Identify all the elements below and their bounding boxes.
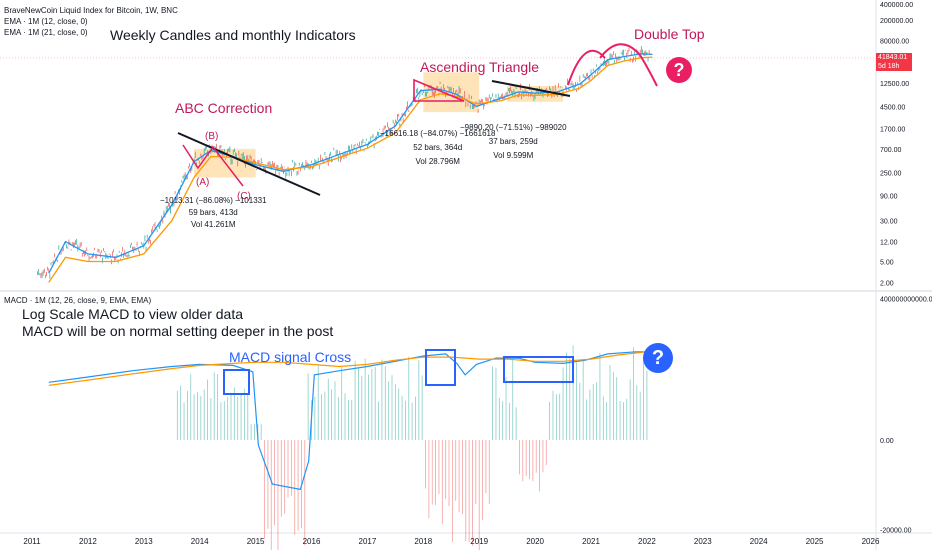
wave-b-label: (B) xyxy=(205,131,219,142)
chart-title: BraveNewCoin Liquid Index for Bitcoin, 1… xyxy=(4,6,178,15)
time-tick-label: 2018 xyxy=(414,537,432,546)
price-tick-label: 5.00 xyxy=(880,260,894,267)
price-tick-label: 12500.00 xyxy=(880,81,909,88)
price-tick-label: 80000.00 xyxy=(880,39,909,46)
signal-cross-box xyxy=(503,356,574,383)
time-tick-label: 2024 xyxy=(750,537,768,546)
price-tick-label: 250.00 xyxy=(880,170,902,177)
price-tick-label: 12.00 xyxy=(880,240,898,247)
resistance-trendline xyxy=(491,80,571,97)
wave-a-label: (A) xyxy=(196,177,210,188)
time-tick-label: 2013 xyxy=(135,537,153,546)
measure-2020: −9890.20 (−71.51%) −989020 37 bars, 259d… xyxy=(460,123,567,160)
macd-tick-label: 0.00 xyxy=(880,438,894,445)
double-top-label: Double Top xyxy=(634,26,705,42)
price-tick-label: 90.00 xyxy=(880,194,898,201)
log-macd-note: Log Scale MACD to view older data MACD w… xyxy=(22,306,334,339)
time-tick-label: 2019 xyxy=(470,537,488,546)
last-price-badge: 41843.01 5d 18h xyxy=(876,53,912,71)
double-top-arcs xyxy=(567,43,641,86)
price-tick-label: 2.00 xyxy=(880,280,894,287)
time-tick-label: 2014 xyxy=(191,537,209,546)
price-tick-label: 700.00 xyxy=(880,147,902,154)
time-tick-label: 2020 xyxy=(526,537,544,546)
question-icon-macd: ? xyxy=(643,343,673,373)
ascending-triangle-label: Ascending Triangle xyxy=(420,59,540,75)
weekly-note: Weekly Candles and monthly Indicators xyxy=(110,27,356,43)
ema12-line xyxy=(48,53,653,274)
abc-wave-path xyxy=(182,144,244,187)
time-tick-label: 2016 xyxy=(303,537,321,546)
signal-cross-box xyxy=(223,369,250,395)
time-tick-label: 2021 xyxy=(582,537,600,546)
macd-tick-label: 400000000000.00 xyxy=(880,296,932,303)
time-tick-label: 2026 xyxy=(862,537,880,546)
signal-line xyxy=(48,351,647,386)
macd-tick-label: -20000.00 xyxy=(880,527,912,534)
ema21-line xyxy=(48,56,653,283)
wave-c-label: (C) xyxy=(237,191,251,202)
measure-abc: −1013.31 (−86.08%) −101331 59 bars, 413d… xyxy=(160,196,267,229)
time-tick-label: 2012 xyxy=(79,537,97,546)
price-tick-label: 30.00 xyxy=(880,219,898,226)
ema12-legend: EMA · 1M (12, close, 0) xyxy=(4,17,88,26)
time-tick-label: 2023 xyxy=(694,537,712,546)
time-tick-label: 2011 xyxy=(23,537,41,546)
macd-cross-label: MACD signal Cross xyxy=(229,349,352,365)
ascending-triangle xyxy=(413,78,465,102)
price-tick-label: 1700.00 xyxy=(880,127,905,134)
time-tick-label: 2015 xyxy=(247,537,265,546)
abc-trendline xyxy=(177,132,321,196)
macd-line xyxy=(48,351,647,491)
time-tick-label: 2025 xyxy=(806,537,824,546)
abc-correction-label: ABC Correction xyxy=(175,100,273,116)
price-tick-label: 200000.00 xyxy=(880,18,913,25)
time-tick-label: 2022 xyxy=(638,537,656,546)
macd-legend: MACD · 1M (12, 26, close, 9, EMA, EMA) xyxy=(4,296,152,305)
time-tick-label: 2017 xyxy=(359,537,377,546)
price-tick-label: 4500.00 xyxy=(880,104,905,111)
signal-cross-box xyxy=(425,349,456,386)
question-icon-price: ? xyxy=(666,57,692,83)
price-tick-label: 400000.00 xyxy=(880,2,913,9)
measure-2018: −16616.18 (−84.07%) −1661618 52 bars, 36… xyxy=(380,129,496,166)
double-top-projection xyxy=(639,54,658,87)
ema21-legend: EMA · 1M (21, close, 0) xyxy=(4,28,88,37)
